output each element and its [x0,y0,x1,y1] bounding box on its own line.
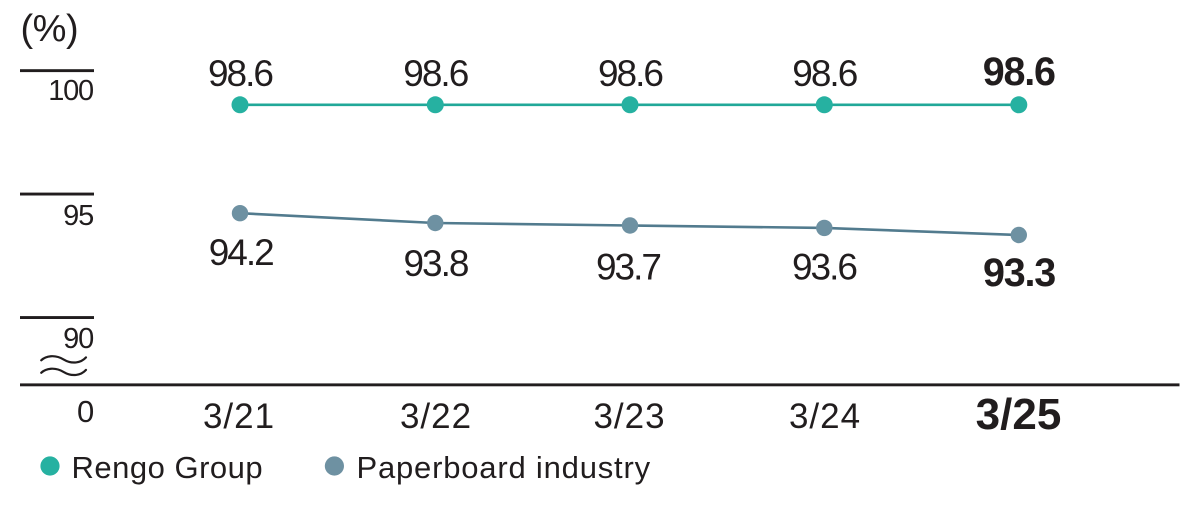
svg-text:3/24: 3/24 [789,397,861,436]
svg-text:93.7: 93.7 [596,247,660,288]
svg-text:3/23: 3/23 [593,397,665,436]
svg-text:98.6: 98.6 [403,53,467,94]
svg-text:98.6: 98.6 [792,53,856,94]
svg-text:98.6: 98.6 [598,53,662,94]
svg-text:3/21: 3/21 [203,397,275,436]
svg-text:98.6: 98.6 [983,50,1055,94]
svg-text:3/25: 3/25 [976,390,1062,439]
svg-text:(%): (%) [21,8,79,50]
svg-text:90: 90 [63,323,93,355]
svg-text:93.8: 93.8 [403,243,467,284]
svg-text:95: 95 [63,200,93,232]
svg-text:0: 0 [77,394,94,429]
svg-text:94.2: 94.2 [209,232,273,273]
svg-text:Paperboard industry: Paperboard industry [357,450,651,485]
svg-text:98.6: 98.6 [208,53,272,94]
svg-text:100: 100 [48,75,93,107]
svg-text:Rengo Group: Rengo Group [72,450,264,485]
svg-text:93.3: 93.3 [983,251,1055,295]
svg-text:93.6: 93.6 [792,247,856,288]
svg-text:3/22: 3/22 [400,397,472,436]
